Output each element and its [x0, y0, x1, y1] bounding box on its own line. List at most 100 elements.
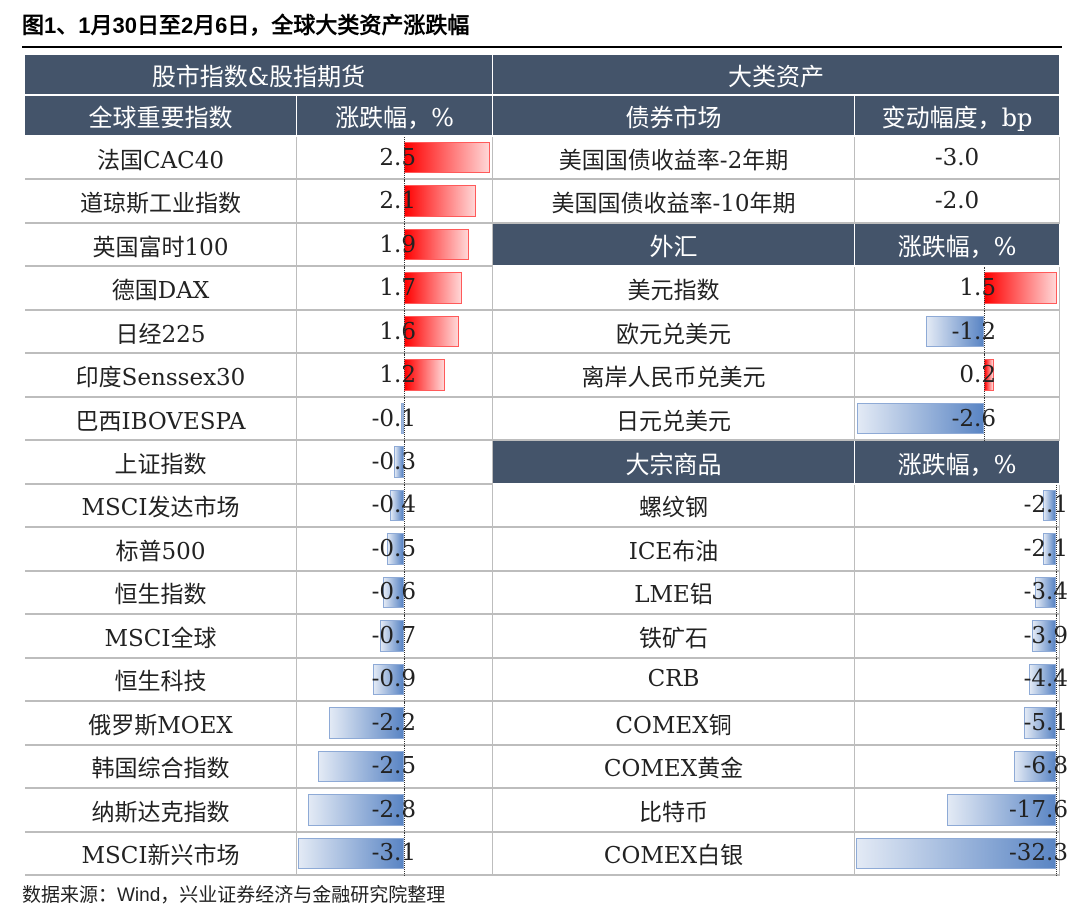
zero-axis — [404, 615, 405, 659]
index-change: 2.1 — [297, 180, 493, 224]
index-change: -3.1 — [297, 832, 493, 876]
index-name: 韩国综合指数 — [25, 745, 297, 790]
value: 1.5 — [959, 275, 996, 302]
asset-change: 1.5 — [855, 267, 1060, 311]
zero-axis — [1056, 745, 1057, 790]
value: 0.2 — [959, 362, 996, 389]
negative-bar — [390, 489, 404, 522]
value: 1.2 — [379, 362, 416, 389]
asset-change: -2.6 — [855, 397, 1060, 442]
index-name: 恒生科技 — [25, 658, 297, 703]
asset-name: 美元指数 — [493, 267, 855, 311]
value: 1.7 — [379, 275, 416, 302]
zero-axis — [404, 267, 405, 311]
zero-axis — [1056, 571, 1057, 616]
value: -5.1 — [1023, 709, 1068, 736]
value: -0.7 — [371, 622, 416, 649]
positive-bar — [404, 185, 477, 217]
title-divider — [22, 46, 1062, 48]
negative-bar — [383, 576, 404, 609]
zero-axis — [1056, 528, 1057, 572]
zero-axis — [1056, 615, 1057, 659]
zero-axis — [404, 310, 405, 355]
index-name: 法国CAC40 — [25, 137, 297, 181]
zero-axis — [1056, 702, 1057, 746]
value: -3.4 — [1023, 579, 1068, 606]
asset-change: -2.1 — [855, 484, 1068, 529]
negative-bar — [307, 794, 404, 826]
index-name: 俄罗斯MOEX — [25, 702, 297, 746]
index-change: -0.9 — [297, 658, 493, 703]
zero-axis — [1056, 658, 1057, 703]
index-name: 恒生指数 — [25, 571, 297, 616]
zero-axis — [404, 702, 405, 746]
index-change: 1.7 — [297, 267, 493, 311]
value: -2.8 — [371, 796, 416, 823]
asset-change: -2.1 — [855, 528, 1068, 572]
group-header-name: 外汇 — [493, 223, 855, 268]
zero-axis — [1056, 832, 1057, 876]
value: -0.9 — [371, 666, 416, 693]
left-section-header: 股市指数&股指期货 — [25, 55, 493, 96]
value: -2.6 — [951, 405, 996, 432]
index-change: 1.6 — [297, 310, 493, 355]
left-col-value-header: 涨跌幅，% — [297, 96, 493, 137]
zero-axis — [404, 528, 405, 572]
asset-change: -3.4 — [855, 571, 1068, 616]
negative-bar — [1024, 707, 1056, 739]
value: -0.6 — [371, 579, 416, 606]
index-change: -0.1 — [297, 397, 493, 442]
left-col-name-header: 全球重要指数 — [25, 96, 297, 137]
asset-name: 日元兑美元 — [493, 397, 855, 442]
asset-name: ICE布油 — [493, 528, 855, 572]
index-change: 2.5 — [297, 137, 493, 181]
zero-axis — [1056, 484, 1057, 529]
asset-change: -3.9 — [855, 615, 1068, 659]
asset-change: -17.6 — [855, 789, 1068, 833]
index-name: 巴西IBOVESPA — [25, 397, 297, 442]
asset-name: CRB — [493, 658, 855, 703]
asset-change: -32.3 — [855, 832, 1068, 876]
index-name: 印度Senssex30 — [25, 354, 297, 398]
zero-axis — [404, 745, 405, 790]
negative-bar — [318, 750, 404, 783]
asset-change: -2.0 — [855, 180, 1060, 224]
index-change: 1.2 — [297, 354, 493, 398]
zero-axis — [984, 354, 985, 398]
group-header-value: 变动幅度，bp — [855, 96, 1060, 137]
index-name: MSCI新兴市场 — [25, 832, 297, 876]
index-name: MSCI发达市场 — [25, 484, 297, 529]
asset-name: 离岸人民币兑美元 — [493, 354, 855, 398]
negative-bar — [328, 707, 404, 739]
zero-axis — [984, 397, 985, 442]
value: -4.4 — [1023, 666, 1068, 693]
asset-name: 欧元兑美元 — [493, 310, 855, 355]
right-section-header: 大类资产 — [493, 55, 1060, 96]
index-change: -2.5 — [297, 745, 493, 790]
value: -0.5 — [371, 535, 416, 562]
asset-change: -4.4 — [855, 658, 1068, 703]
value: -6.8 — [1023, 753, 1068, 780]
negative-bar — [1028, 663, 1056, 696]
asset-change: -3.0 — [855, 137, 1060, 181]
value: -2.1 — [1023, 535, 1068, 562]
zero-axis — [404, 223, 405, 268]
index-change: -2.2 — [297, 702, 493, 746]
group-header-name: 债券市场 — [493, 96, 855, 137]
index-change: -0.4 — [297, 484, 493, 529]
positive-bar — [404, 359, 446, 391]
positive-bar — [404, 142, 490, 174]
asset-name: 美国国债收益率-2年期 — [493, 137, 855, 181]
index-name: 上证指数 — [25, 441, 297, 485]
negative-bar — [1013, 750, 1056, 783]
asset-name: LME铝 — [493, 571, 855, 616]
value: -3.1 — [371, 840, 416, 867]
value: 1.9 — [379, 231, 416, 258]
asset-name: 铁矿石 — [493, 615, 855, 659]
value: -32.3 — [1009, 840, 1068, 867]
negative-bar — [925, 315, 984, 348]
source-note: 数据来源：Wind，兴业证券经济与金融研究院整理 — [22, 885, 446, 906]
zero-axis — [404, 397, 405, 442]
asset-name: 螺纹钢 — [493, 484, 855, 529]
zero-axis — [404, 571, 405, 616]
